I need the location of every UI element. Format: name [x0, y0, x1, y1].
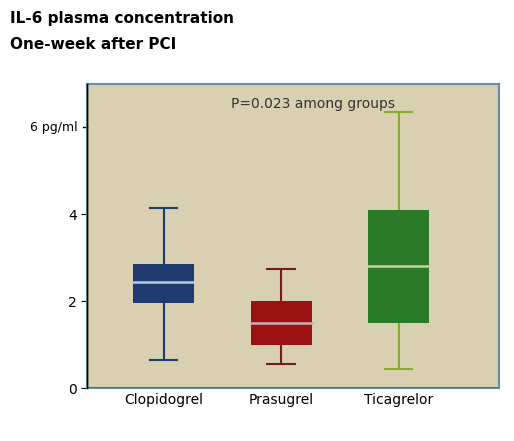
Text: 6 pg/ml: 6 pg/ml: [30, 121, 78, 134]
Text: IL-6 plasma concentration: IL-6 plasma concentration: [10, 11, 234, 26]
Bar: [133, 264, 194, 303]
Text: P=0.023 among groups: P=0.023 among groups: [231, 97, 395, 112]
Text: One-week after PCI: One-week after PCI: [10, 37, 176, 52]
Bar: [368, 210, 429, 323]
Bar: [251, 301, 312, 344]
